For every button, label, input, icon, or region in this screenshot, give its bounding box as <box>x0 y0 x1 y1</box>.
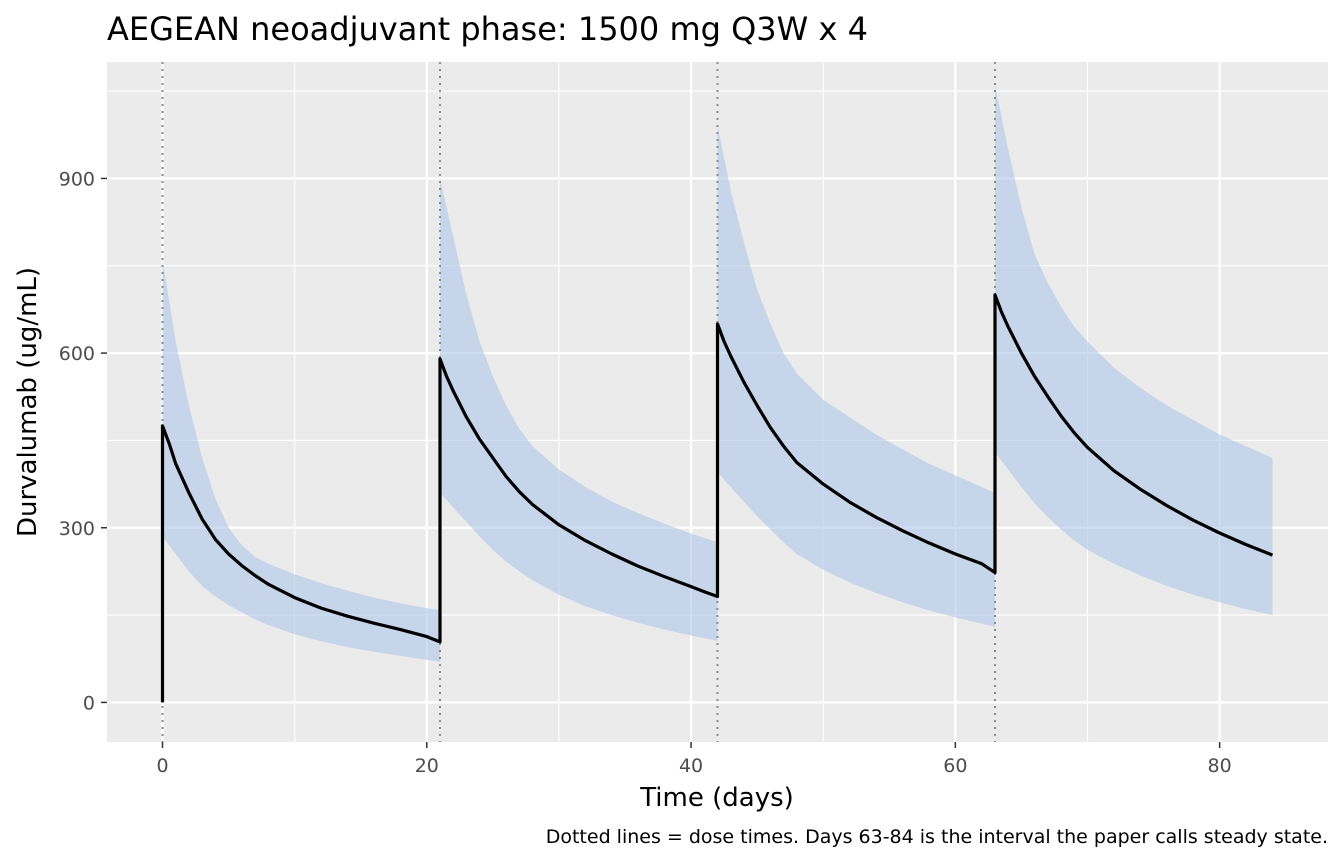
x-axis: 0 20 40 60 80 <box>156 742 1232 777</box>
y-tick-label: 600 <box>59 343 95 365</box>
x-tick-label: 40 <box>679 755 703 777</box>
median-layer <box>160 293 1274 703</box>
y-tick-label: 0 <box>83 692 95 714</box>
chart-title: AEGEAN neoadjuvant phase: 1500 mg Q3W x … <box>107 10 868 48</box>
x-tick-label: 0 <box>156 755 168 777</box>
x-tick-label: 20 <box>415 755 439 777</box>
y-tick-label: 300 <box>59 518 95 540</box>
chart-caption: Dotted lines = dose times. Days 63-84 is… <box>546 826 1328 848</box>
x-tick-label: 60 <box>943 755 967 777</box>
y-axis-title: Durvalumab (ug/mL) <box>13 267 43 537</box>
x-axis-title: Time (days) <box>639 783 794 813</box>
x-tick-label: 80 <box>1208 755 1232 777</box>
y-axis: 0 300 600 900 <box>59 168 107 714</box>
dose-lines <box>161 62 996 742</box>
y-tick-label: 900 <box>59 168 95 190</box>
median-concentration-line <box>160 293 1274 703</box>
